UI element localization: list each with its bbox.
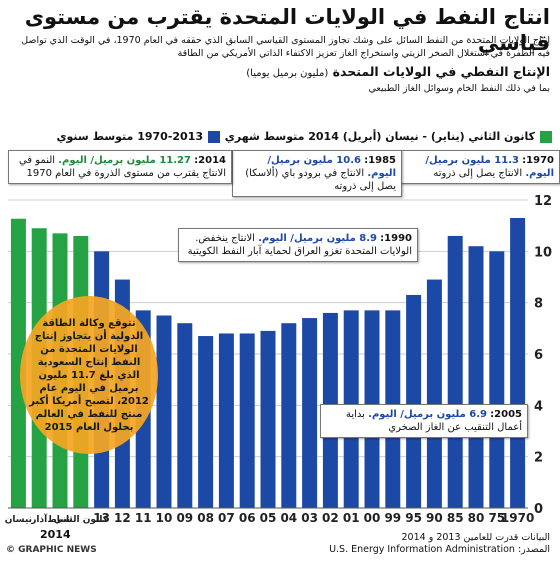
x-tick-label: 99 [384, 511, 401, 525]
y-tick-label: 0 [534, 502, 543, 517]
footer-note: البيانات قدرت للعامين 2013 و 2014 [401, 532, 550, 543]
x-tick-label: 02 [322, 511, 339, 525]
x-tick-label: 06 [239, 511, 256, 525]
callout-2005-year: 2005: [490, 409, 522, 420]
x-tick-label: 03 [301, 511, 318, 525]
callout-2005-text: بداية أعمال التنقيب عن الغاز الصخري [346, 409, 522, 433]
page-title: انتاج النفط في الولايات المتحدة يقترب من… [24, 5, 550, 55]
legend-swatch-monthly [540, 130, 552, 143]
callout-1990-text: الانتاج ينخفض. الولايات المتحدة تغزو الع… [187, 233, 412, 257]
callout-2005-value: 6.9 مليون برميل/ اليوم. [368, 409, 487, 420]
x-tick-label: 95 [405, 511, 422, 525]
callout-1990: 1990: 8.9 مليون برميل/ اليوم. الانتاج ين… [178, 228, 418, 262]
x-tick-label: 12 [114, 511, 131, 525]
bar-annual [239, 333, 255, 508]
callout-1985: 1985: 10.6 مليون برميل/ اليوم. الانتاج ف… [232, 150, 402, 197]
bar-annual [260, 330, 276, 508]
callout-1970-year: 1970: [522, 155, 554, 166]
subtitle-unit: (مليون برميل يوميا) [246, 68, 329, 79]
x-tick-label: 13 [93, 511, 110, 525]
bar-annual [489, 251, 505, 509]
y-tick-label: 2 [534, 451, 543, 466]
x-tick-label: 08 [197, 511, 214, 525]
bar-annual [156, 315, 172, 508]
forecast-circle-text: تتوقع وكالة الطاقة الدولية أن يتجاوز إنت… [29, 317, 149, 433]
bar-monthly [10, 218, 26, 508]
bar-annual [281, 323, 297, 508]
legend-swatch-annual [208, 130, 220, 143]
chart-note: بما في ذلك النفط الخام وسوائل الغاز الطب… [368, 83, 550, 94]
bar-annual [510, 217, 526, 508]
credit: © GRAPHIC NEWS [6, 545, 97, 555]
x-tick-label: 10 [156, 511, 173, 525]
footer-source: البيانات قدرت للعامين 2013 و 2014 المصدر… [329, 532, 550, 556]
bar-annual [406, 294, 422, 508]
bar-annual [447, 235, 463, 508]
x-tick-label: شباط [47, 515, 72, 525]
callout-1970-text: الانتاج يصل إلى ذروته [433, 168, 523, 179]
callout-1985-text: الانتاج في برودو باي (ألاسكا) يصل إلى ذر… [245, 168, 396, 192]
chart-subtitle: الإنتاج النفطي في الولايات المتحدة (مليو… [10, 64, 550, 82]
x-tick-label: 85 [447, 511, 464, 525]
y-tick-label: 6 [534, 348, 543, 363]
legend-annual: 1970-2013 متوسط سنوي [56, 130, 220, 143]
y-tick-label: 12 [534, 194, 552, 209]
legend-label-annual: 1970-2013 متوسط سنوي [56, 130, 203, 143]
callout-2014-year: 2014: [194, 155, 226, 166]
bar-annual [302, 318, 318, 508]
x-tick-label: 11 [135, 511, 152, 525]
x-tick-label: 01 [343, 511, 360, 525]
callout-2014-text: النمو في الانتاج يقترب من مستوى الذروة ف… [18, 155, 226, 179]
x-tick-label: 1970 [501, 511, 534, 525]
x-tick-label: 05 [260, 511, 277, 525]
x-tick-label: نيسان [5, 515, 32, 525]
callout-2005: 2005: 6.9 مليون برميل/ اليوم. بداية أعما… [320, 404, 528, 438]
callout-2014-value: 11.27 مليون برميل/ اليوم. [58, 155, 191, 166]
callout-1990-year: 1990: [380, 233, 412, 244]
footer-source-label: المصدر: [517, 544, 550, 555]
bar-annual [218, 333, 234, 508]
x-tick-label: 80 [468, 511, 485, 525]
legend-monthly: كانون الثاني (يناير) - نيسان (أبريل) 201… [225, 130, 552, 143]
bar-annual [177, 323, 193, 508]
legend-label-monthly: كانون الثاني (يناير) - نيسان (أبريل) 201… [224, 130, 535, 143]
bar-annual [198, 336, 214, 508]
forecast-circle: تتوقع وكالة الطاقة الدولية أن يتجاوز إنت… [20, 296, 158, 454]
footer-source-value: U.S. Energy Information Administration [329, 544, 515, 555]
x-tick-label: 75 [488, 511, 505, 525]
x-tick-label: 90 [426, 511, 443, 525]
callout-2014: 2014: 11.27 مليون برميل/ اليوم. النمو في… [8, 150, 232, 184]
x-tick-label: آذار [30, 513, 48, 525]
callout-1970: 1970: 11.3 مليون برميل/ اليوم. الانتاج ي… [400, 150, 560, 184]
intro-text: إنتاج الولايات المتحدة من النفط السائل ع… [21, 35, 550, 59]
y-tick-label: 10 [534, 245, 552, 260]
callout-1990-value: 8.9 مليون برميل/ اليوم. [258, 233, 377, 244]
x-tick-label: 00 [364, 511, 381, 525]
callout-1985-year: 1985: [364, 155, 396, 166]
x-tick-label: 07 [218, 511, 235, 525]
x-tick-label: كانون الثاني [54, 515, 109, 525]
y-tick-label: 4 [534, 399, 543, 414]
callout-1970-value: 11.3 مليون برميل/ اليوم. [425, 155, 554, 179]
monthly-year-label: 2014 [40, 528, 71, 541]
x-tick-label: 04 [280, 511, 297, 525]
subtitle-main: الإنتاج النفطي في الولايات المتحدة [332, 64, 550, 79]
callout-1985-value: 10.6 مليون برميل/ اليوم. [267, 155, 396, 179]
x-tick-label: 09 [176, 511, 193, 525]
y-tick-label: 8 [534, 297, 543, 312]
bar-annual [468, 246, 484, 508]
bar-annual [426, 279, 442, 508]
